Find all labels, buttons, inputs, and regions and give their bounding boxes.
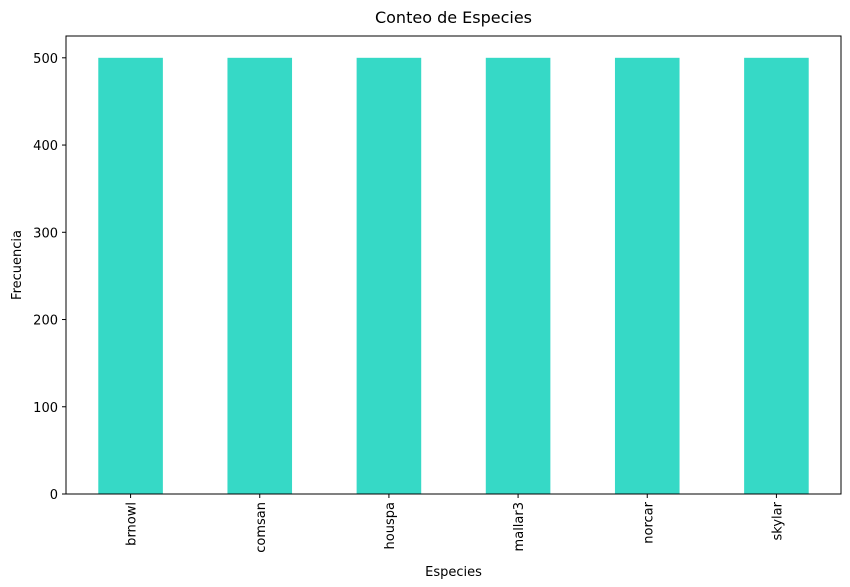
y-tick-label: 200 xyxy=(33,314,58,329)
x-tick-label: brnowl xyxy=(125,502,140,546)
bars-group xyxy=(98,57,809,495)
y-axis-ticks: 0 100 200 300 400 500 xyxy=(33,52,66,503)
plot-frame xyxy=(65,35,842,495)
bar-skylar xyxy=(744,57,809,495)
bar-mallar3 xyxy=(485,57,551,495)
x-tick-label: mallar3 xyxy=(512,502,527,551)
x-tick-label: norcar xyxy=(641,501,656,543)
y-tick-label: 500 xyxy=(33,52,58,67)
bar-houspa xyxy=(356,57,422,495)
x-tick-label: skylar xyxy=(770,501,785,540)
y-tick-label: 0 xyxy=(50,488,58,503)
x-tick-label: comsan xyxy=(254,502,269,553)
bar-comsan xyxy=(227,57,293,495)
bar-norcar xyxy=(614,57,680,495)
x-axis-label: Especies xyxy=(425,565,482,580)
chart-title: Conteo de Especies xyxy=(375,8,532,27)
y-tick-label: 100 xyxy=(33,401,58,416)
x-axis-ticks: brnowl comsan houspa mallar3 norcar skylar xyxy=(125,494,785,553)
x-tick-label: houspa xyxy=(383,502,398,549)
y-tick-label: 400 xyxy=(33,139,58,154)
y-tick-label: 300 xyxy=(33,226,58,241)
bar-brnowl xyxy=(98,57,163,495)
y-axis-label: Frecuencia xyxy=(10,230,25,300)
